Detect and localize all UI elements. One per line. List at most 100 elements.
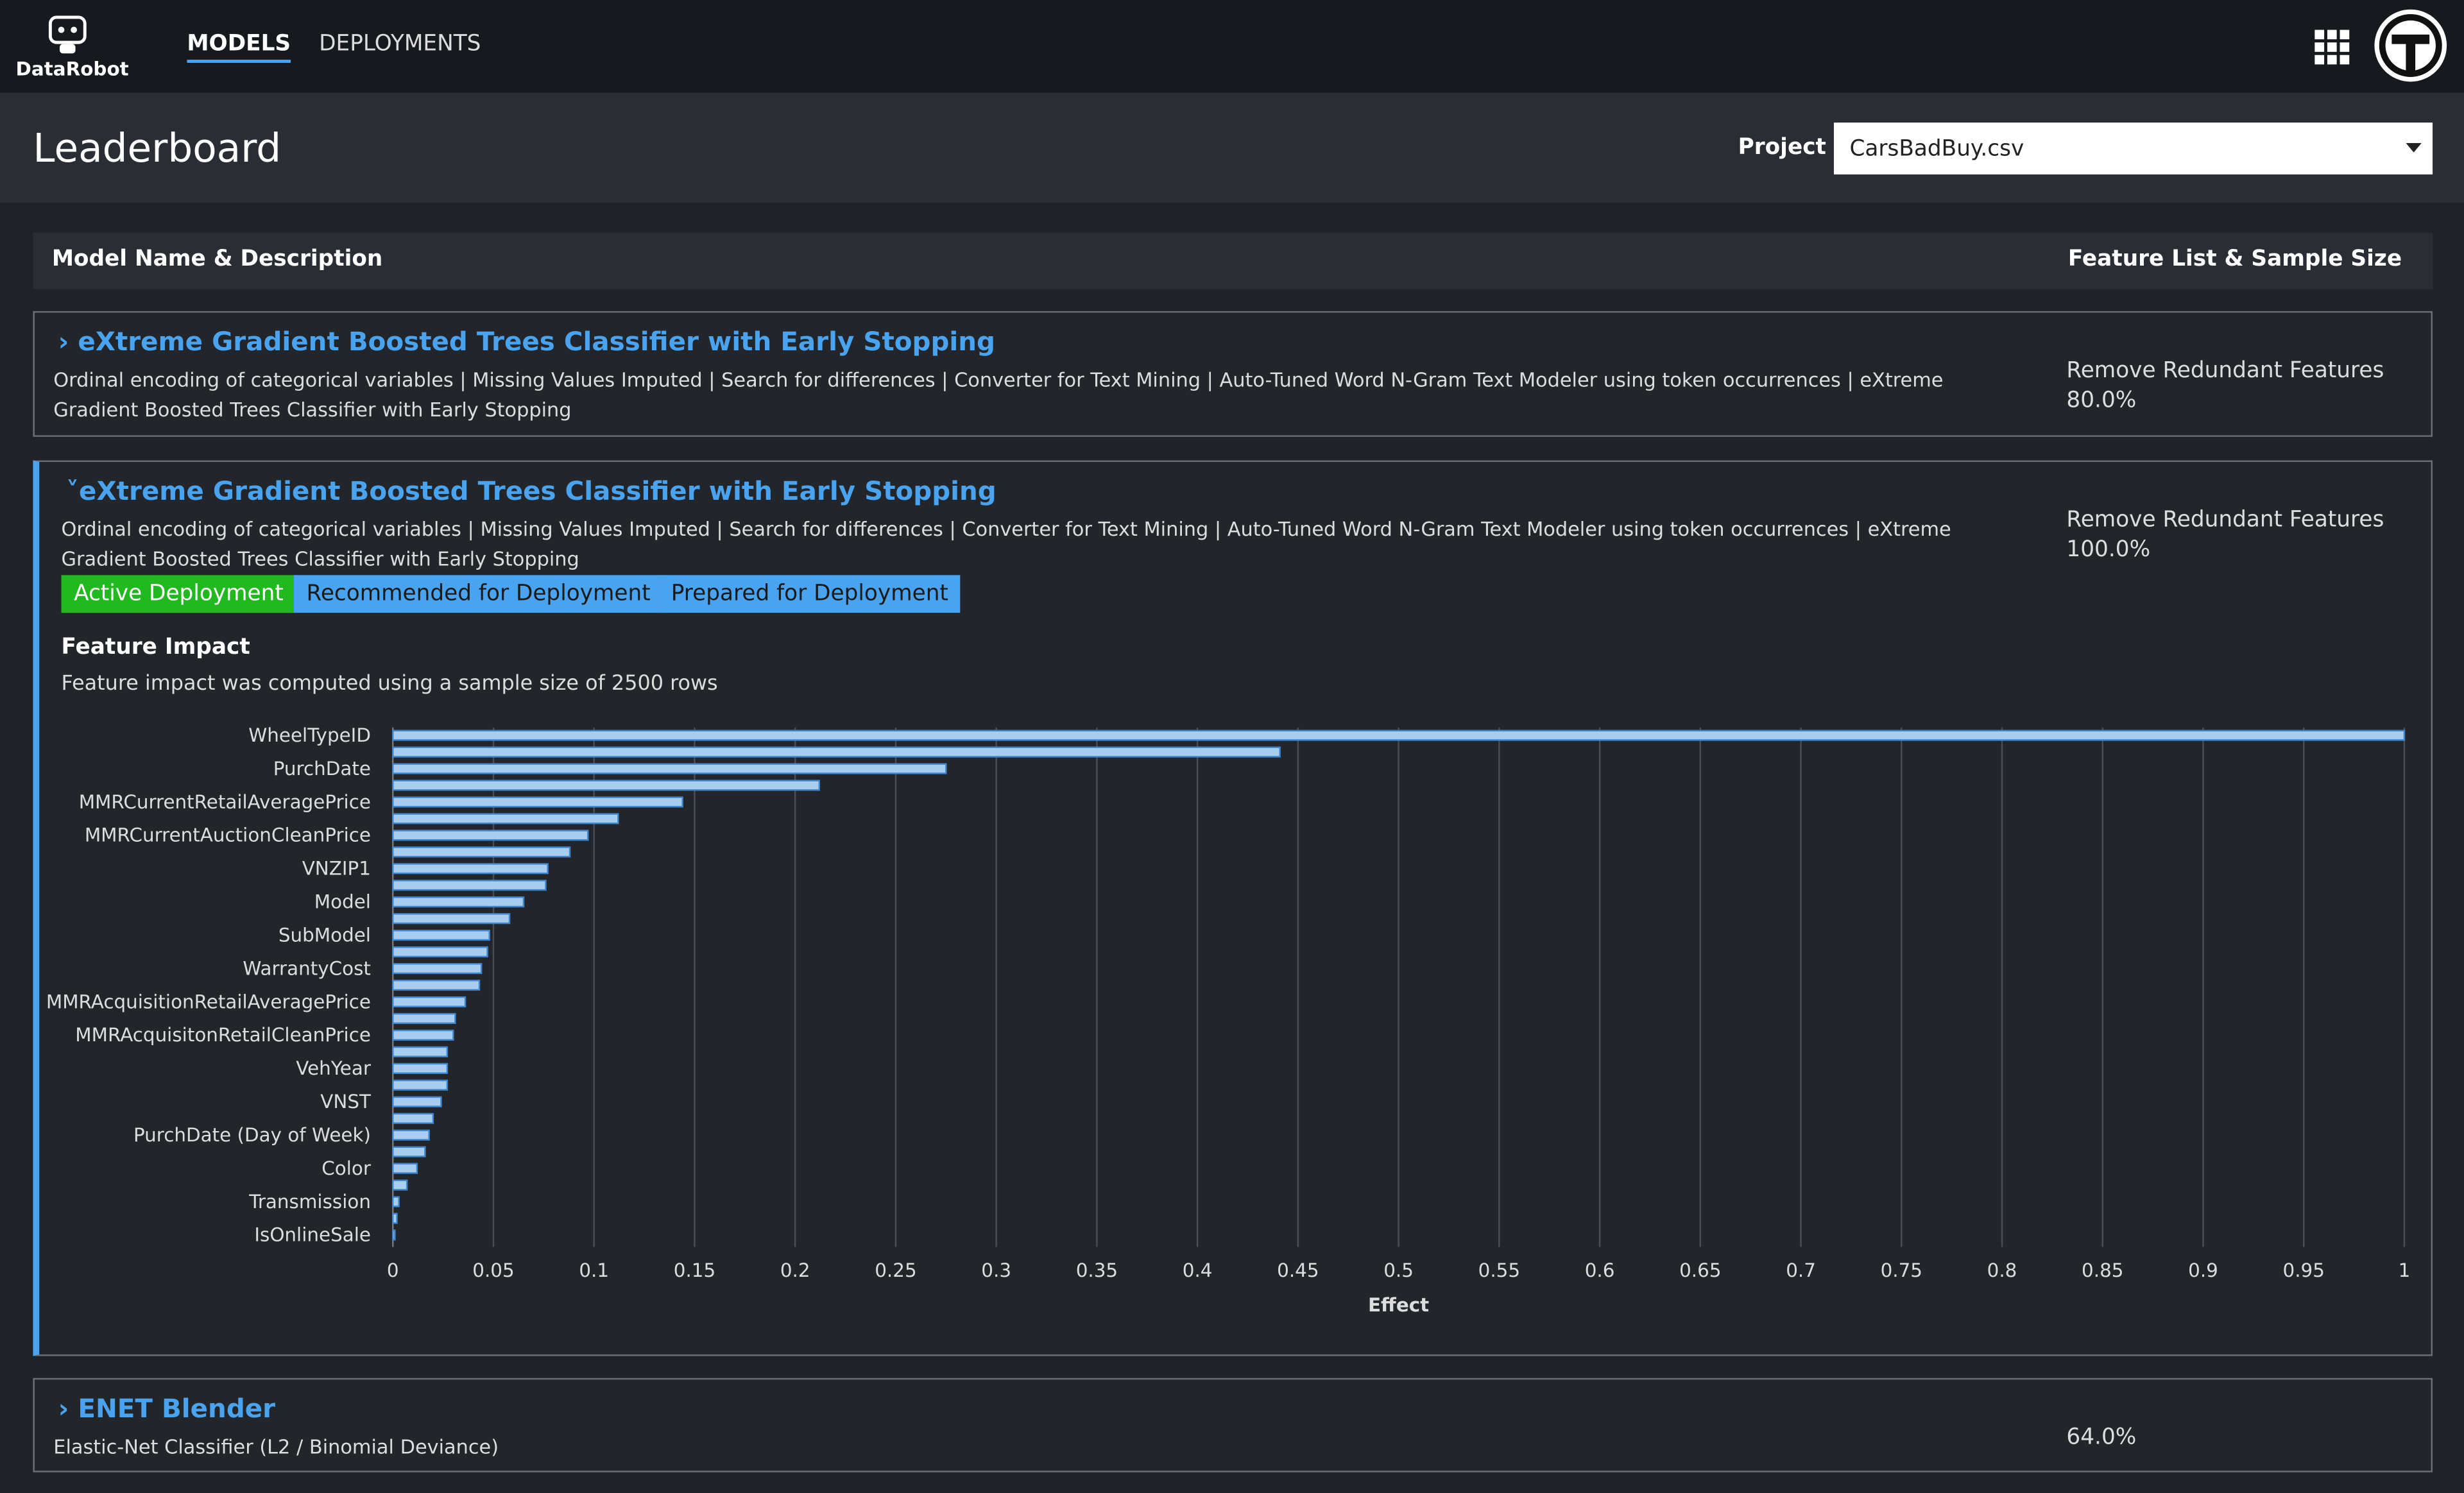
x-tick-label: 0.3 [981,1259,1011,1281]
bar [392,796,683,808]
y-tick-label: SubModel [278,924,371,946]
x-tick-label: 0.25 [875,1259,916,1281]
x-tick-label: 0.9 [2188,1259,2218,1281]
bar [392,1129,430,1141]
y-tick-label: MMRAcquisitionRetailAveragePrice [46,991,371,1012]
bar [392,962,483,975]
y-tick-label: Color [321,1157,372,1179]
y-tick-label: WheelTypeID [248,724,371,746]
y-tick-label: Transmission [248,1191,371,1213]
avatar[interactable] [2372,6,2450,85]
sample-size: 100.0% [2066,537,2151,563]
bar [392,780,821,791]
x-tick-label: 0.35 [1076,1259,1118,1281]
model-description: Ordinal encoding of categorical variable… [53,368,1944,422]
bar [392,1029,454,1041]
model-name[interactable]: › ENET Blender [58,1394,276,1424]
bar [392,1096,442,1107]
x-tick-label: 0.5 [1383,1259,1414,1281]
x-tick-label: 0.7 [1786,1259,1816,1281]
x-tick-label: 0.05 [472,1259,514,1281]
feature-list: Remove Redundant Features [2066,358,2384,384]
bar [392,1179,408,1191]
bar [392,813,619,824]
dropdown-arrow [2406,142,2422,153]
y-tick-label: VNST [320,1091,372,1113]
model-description: Ordinal encoding of categorical variable… [61,516,1951,570]
x-tick-label: 0.65 [1679,1259,1721,1281]
bar [392,996,466,1008]
bar [392,880,547,891]
bar [392,1146,426,1157]
x-tick-label: 0.6 [1585,1259,1615,1281]
bar [392,1046,449,1057]
bar [392,913,511,925]
x-axis-label: Effect [1368,1294,1429,1316]
bar [392,1196,400,1207]
bar [392,1012,456,1025]
x-tick-label: 1 [2399,1259,2411,1281]
bar [392,1163,418,1174]
logo-icon [48,15,87,54]
x-tick-label: 0.4 [1183,1259,1213,1281]
x-tick-label: 0.45 [1277,1259,1319,1281]
badge: Recommended for Deployment [293,575,663,613]
tab[interactable]: MODELS [187,31,291,63]
section-title: Feature Impact [61,635,250,660]
x-tick-label: 0.75 [1881,1259,1922,1281]
x-tick-label: 0.1 [579,1259,609,1281]
model-name-text: ENET Blender [78,1394,276,1424]
page-title: Leaderboard [33,125,282,171]
y-tick-label: VNZIP1 [302,858,371,880]
project-select[interactable] [1833,123,2433,175]
x-tick-label: 0.15 [674,1259,715,1281]
bar [392,930,490,941]
model-name[interactable]: › eXtreme Gradient Boosted Trees Classif… [58,327,995,357]
x-tick-label: 0 [387,1259,399,1281]
model-name-text: eXtreme Gradient Boosted Trees Classifie… [79,476,997,506]
bar [392,1062,449,1074]
y-tick-label: VehYear [296,1057,372,1079]
y-tick-label: Model [314,891,371,913]
table-header [33,232,2433,289]
y-tick-label: IsOnlineSale [254,1224,371,1246]
model-description: Elastic-Net Classifier (L2 / Binomial De… [53,1434,499,1458]
feature-list: Remove Redundant Features [2066,508,2384,533]
model-row[interactable] [33,1378,2433,1472]
model-name-text: eXtreme Gradient Boosted Trees Classifie… [78,327,995,357]
section-note: Feature impact was computed using a samp… [61,672,718,696]
bar [392,1079,449,1091]
x-tick-label: 0.8 [1987,1259,2017,1281]
tab[interactable]: DEPLOYMENTS [319,31,481,57]
x-tick-label: 0.2 [780,1259,810,1281]
bar [392,979,481,991]
top-bar [0,0,2464,93]
bar [392,1229,396,1241]
bar [392,830,589,841]
bar [392,763,947,774]
feature-impact-chart: 0 0.05 0.1 0.15 0.2 0.25 0.3 0.35 0.4 0.45 0.5 0.55… [46,724,2411,1316]
bar [392,1113,434,1124]
x-tick-label: 0.55 [1478,1259,1520,1281]
x-tick-label: 0.95 [2283,1259,2325,1281]
logo: DataRobot [15,58,129,80]
bar [392,729,2406,741]
y-tick-label: MMRCurrentRetailAveragePrice [79,791,371,813]
model-name[interactable]: ˅eXtreme Gradient Boosted Trees Classifi… [65,476,997,506]
badge: Prepared for Deployment [658,575,961,613]
column-header: Model Name & Description [51,246,383,272]
y-tick-label: WarrantyCost [243,957,371,979]
y-tick-label: MMRCurrentAuctionCleanPrice [85,824,371,846]
bar [392,746,1281,758]
badge: Active Deployment [61,575,296,613]
apps-icon[interactable] [2313,28,2351,66]
bar [392,946,488,958]
model-row[interactable] [33,311,2433,437]
bar [392,846,571,858]
bar [392,1213,398,1224]
x-tick-label: 0.85 [2082,1259,2123,1281]
sample-size: 64.0% [2066,1425,2137,1451]
y-tick-label: PurchDate (Day of Week) [133,1124,371,1146]
